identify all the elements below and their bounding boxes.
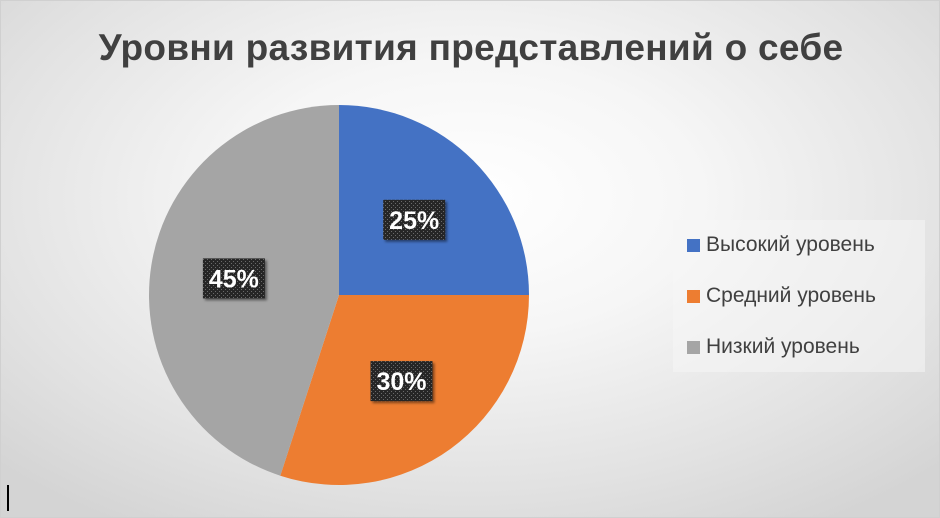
data-label-low: 45% [202,258,265,299]
chart-title: Уровни развития представлений о себе [98,27,844,68]
legend-swatch-low [687,340,700,354]
legend-label-low: Низкий уровень [706,335,860,358]
data-label-text: 45% [209,265,259,293]
data-label-box [202,258,265,299]
data-label-text: 30% [376,368,426,396]
legend-label-high: Высокий уровень [706,233,875,256]
legend-swatch-high [687,238,700,252]
data-label-box [383,199,446,240]
legend-item-medium: Средний уровень [687,283,876,309]
legend-item-low: Низкий уровень [687,334,860,360]
data-label-high: 25% [383,199,446,240]
data-label-box [370,361,433,402]
data-label-text: 25% [389,207,439,235]
text-cursor [7,485,9,511]
legend: Высокий уровень Средний уровень Низкий у… [673,220,925,372]
data-label-medium: 30% [370,361,433,402]
legend-label-medium: Средний уровень [706,284,876,307]
legend-swatch-medium [687,289,700,303]
legend-item-high: Высокий уровень [687,232,875,258]
